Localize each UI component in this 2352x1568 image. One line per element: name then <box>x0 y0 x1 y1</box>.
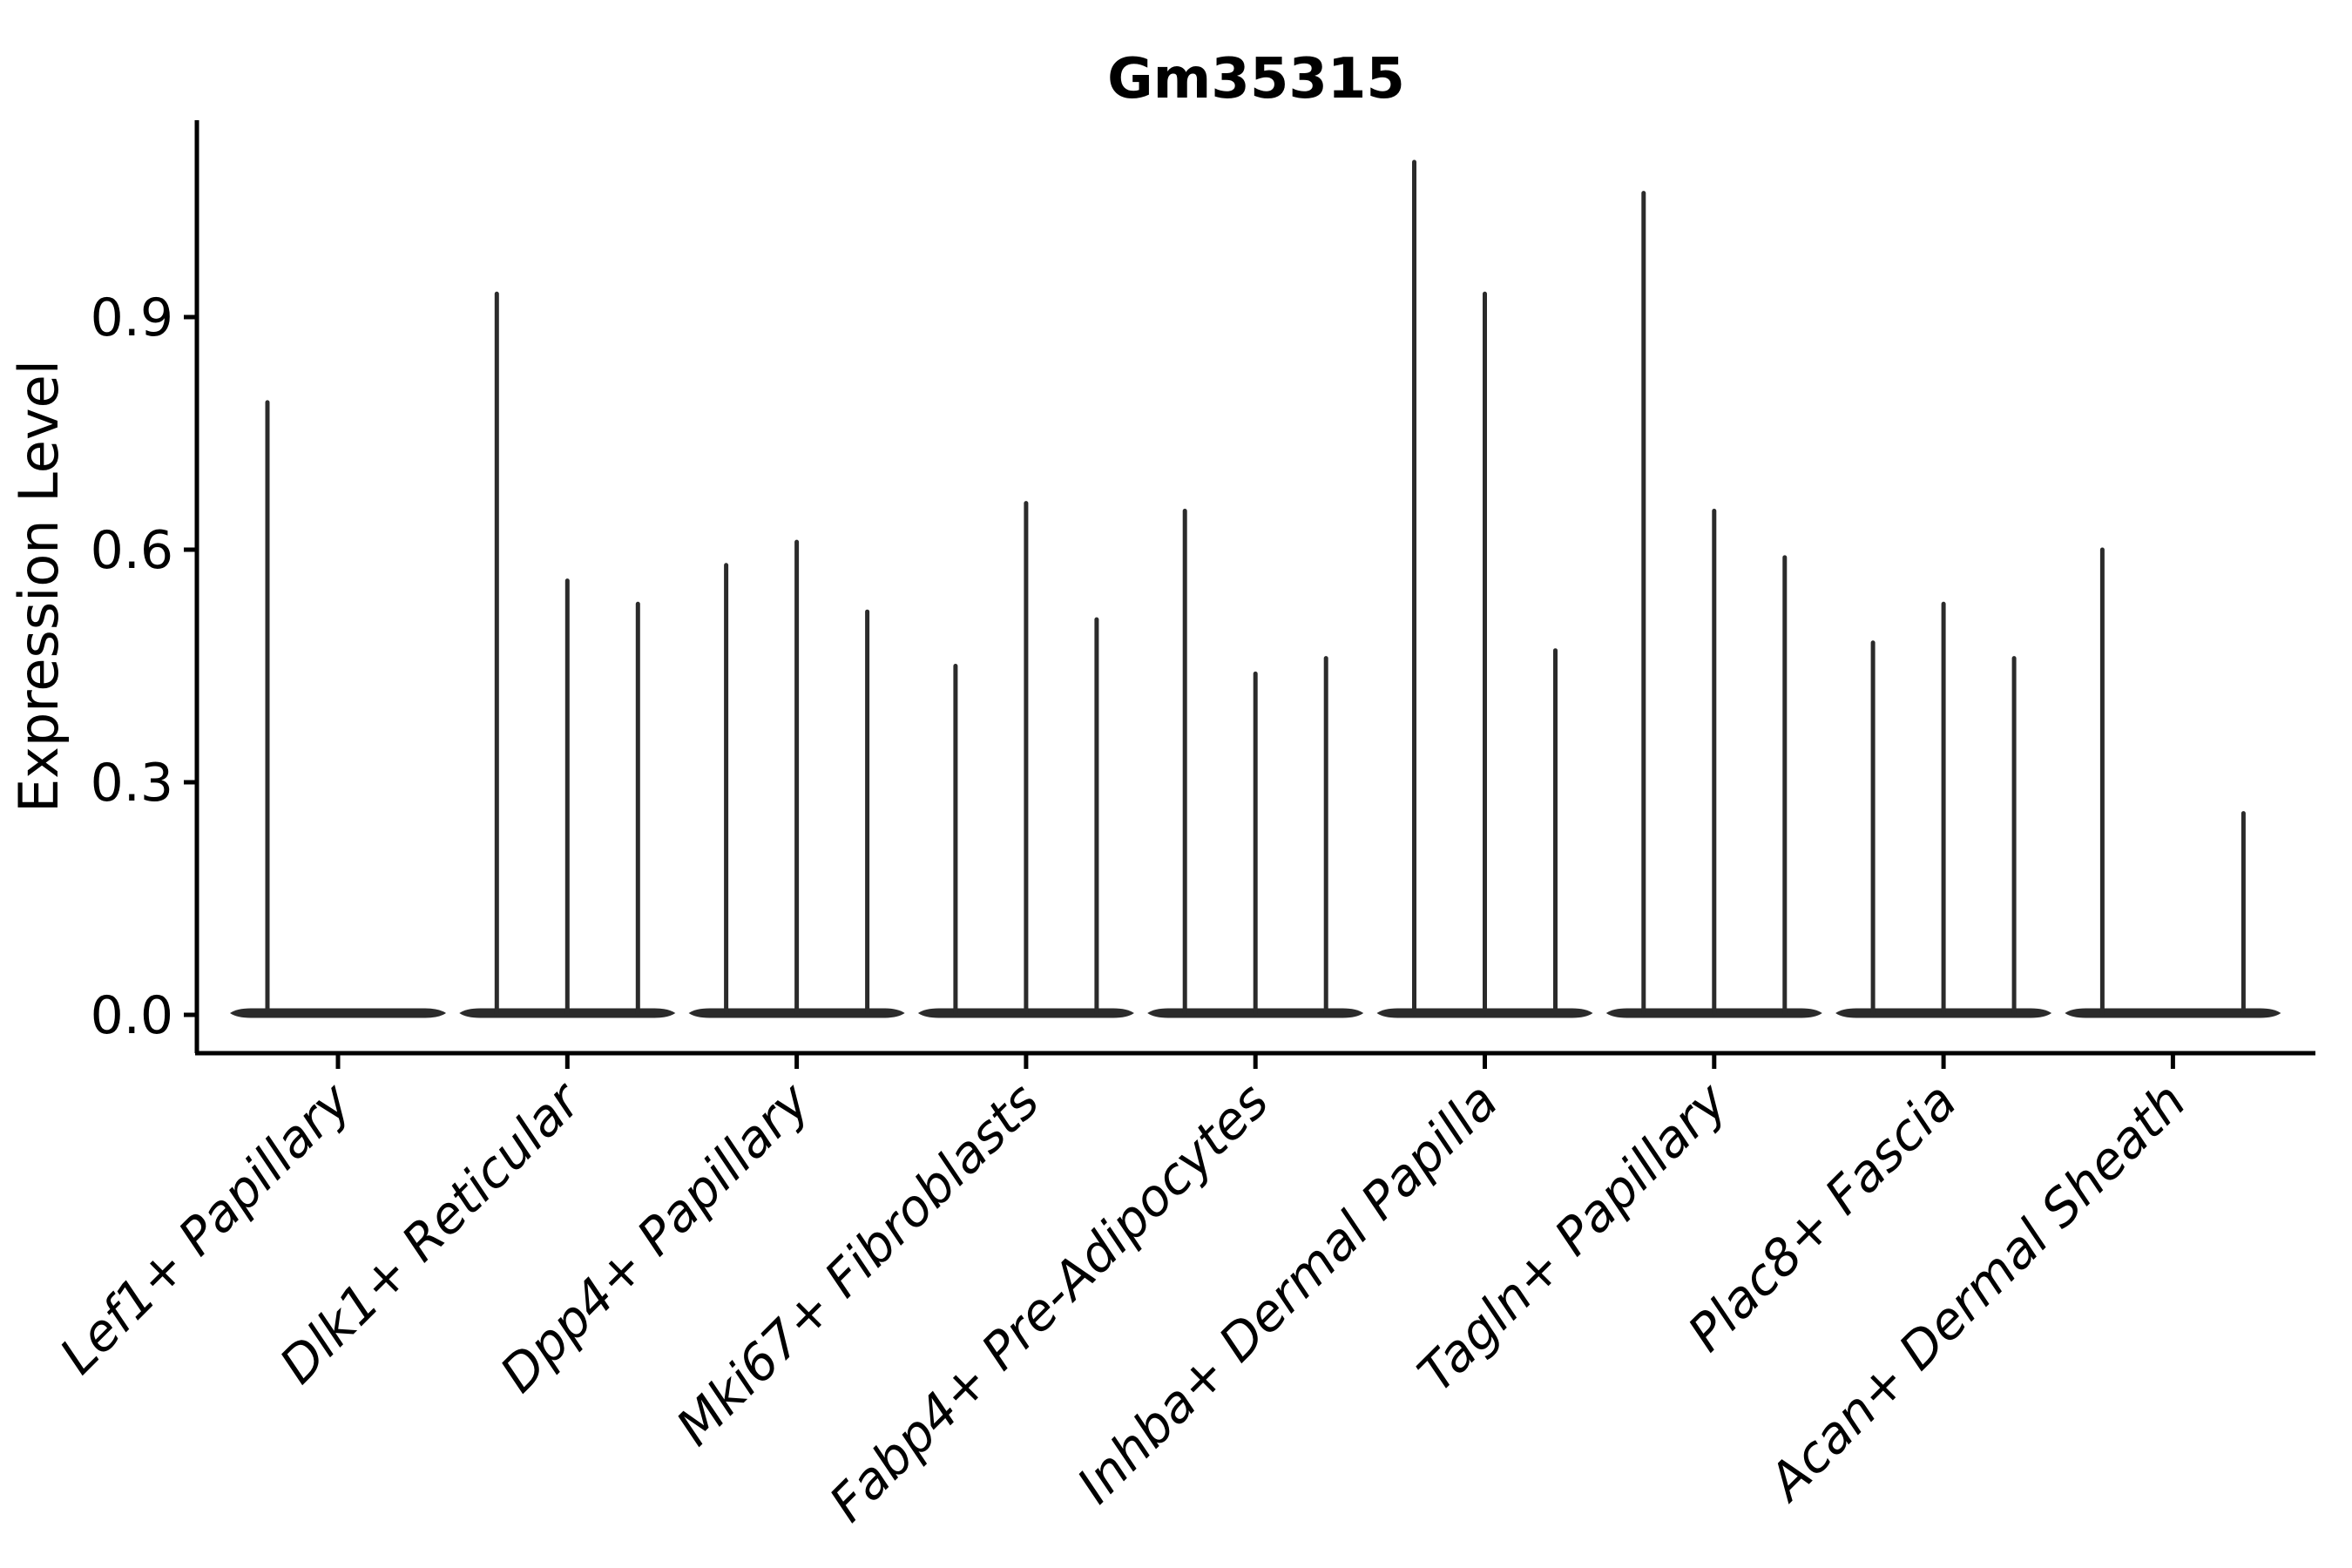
y-axis-ticks: 0.0 0.3 0.6 0.9 <box>91 287 197 1046</box>
y-tick-label: 0.6 <box>91 520 173 581</box>
y-axis-label: Expression Level <box>7 360 71 813</box>
chart-title: Gm35315 <box>1107 47 1405 112</box>
violin-group <box>459 291 676 1018</box>
x-tick-label: Acan+ Dermal Sheath <box>1755 1071 2198 1514</box>
y-tick-label: 0.3 <box>91 753 173 814</box>
violin-group <box>2065 547 2281 1018</box>
violin-base <box>230 1008 446 1018</box>
violin-group <box>1605 191 1822 1018</box>
violin-group <box>688 539 905 1018</box>
violin-base <box>2065 1008 2281 1018</box>
violin-group <box>1835 601 2052 1018</box>
violin-group <box>1376 159 1593 1018</box>
violin-series <box>230 159 2281 1018</box>
violin-group <box>1147 509 1364 1018</box>
y-tick-label: 0.0 <box>91 985 173 1046</box>
violin-group <box>230 400 446 1018</box>
x-tick-label: Inhba+ Dermal Papilla <box>1065 1071 1509 1515</box>
y-tick-label: 0.9 <box>91 287 173 348</box>
violin-group <box>917 501 1134 1018</box>
x-tick-label: Fabp4+ Pre-Adipocytes <box>818 1071 1280 1533</box>
